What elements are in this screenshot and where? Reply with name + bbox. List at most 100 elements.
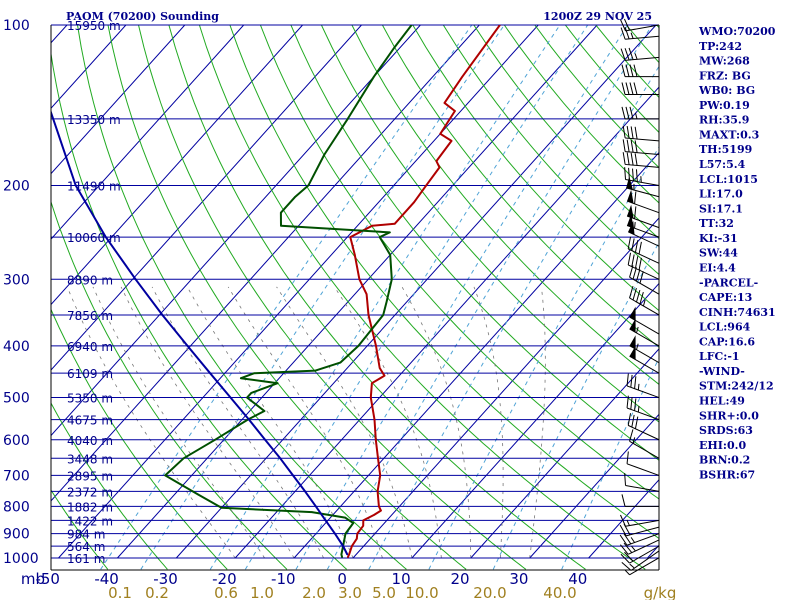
series-point — [250, 392, 253, 394]
barb-flag — [634, 206, 637, 219]
station-title: PAOM (70200) Sounding — [66, 10, 219, 23]
dry-adiabat — [51, 50, 347, 570]
wind-barb — [620, 539, 660, 555]
series-point — [105, 236, 107, 238]
series-point — [377, 457, 379, 460]
isotherm-line — [51, 25, 186, 175]
series-point — [389, 231, 391, 234]
series-point — [220, 507, 223, 509]
barb-flag — [632, 267, 637, 280]
wind-barb — [621, 82, 659, 95]
series-point — [349, 236, 352, 238]
mixing-ratio-tick-label: 0.2 — [145, 584, 169, 600]
height-label: 8890 m — [67, 273, 113, 287]
barb-flag — [620, 27, 626, 40]
barb-flag — [625, 82, 630, 95]
barb-flag — [628, 167, 630, 181]
barb-flag — [629, 285, 634, 299]
barb-flag — [623, 533, 632, 545]
temperature-tick-label: 30 — [509, 570, 528, 588]
wind-barb — [629, 345, 660, 374]
series-point — [380, 509, 382, 512]
barb-half-flag — [642, 299, 646, 307]
dewpoint-trace — [164, 25, 413, 558]
barb-half-flag — [637, 405, 640, 413]
wind-barb — [626, 214, 660, 238]
barb-flag — [624, 48, 630, 61]
barb-staff — [629, 345, 660, 364]
wind-barb — [620, 514, 660, 527]
height-label: 4040 m — [67, 434, 113, 448]
series-point — [391, 278, 393, 281]
index-value: CINH:74631 — [699, 306, 776, 319]
mixing-ratio-line — [561, 356, 659, 570]
barb-staff — [629, 545, 660, 564]
series-point — [52, 118, 54, 120]
barb-staff — [626, 526, 660, 537]
moist-adiabat — [186, 286, 354, 559]
series-point — [499, 25, 501, 26]
wind-barb — [621, 64, 659, 78]
index-value: LCL:1015 — [699, 173, 758, 186]
wind-barb — [626, 451, 660, 476]
isotherm-line — [352, 217, 659, 559]
dry-adiabat — [351, 25, 659, 386]
series-point — [382, 314, 385, 316]
height-label: 3448 m — [67, 452, 113, 466]
mixing-ratio-tick-label: 3.0 — [338, 584, 362, 600]
height-label: 2372 m — [67, 485, 113, 499]
series-point — [373, 75, 375, 78]
barb-flag — [622, 139, 626, 152]
temperature-tick-label: -20 — [212, 570, 237, 588]
series-point — [367, 314, 370, 316]
mixing-ratio-tick-label: 40.0 — [543, 584, 576, 600]
mixing-ratio-line — [428, 145, 659, 570]
wind-barb — [624, 167, 660, 186]
barb-flag — [626, 373, 629, 386]
barb-flag — [622, 152, 626, 165]
series-point — [443, 102, 446, 104]
barb-flag — [633, 82, 638, 95]
barb-staff — [626, 385, 660, 399]
barb-flag — [624, 27, 630, 40]
temperature-tick-label: 40 — [568, 570, 587, 588]
dry-adiabat — [51, 308, 228, 570]
isotherm-line — [411, 282, 659, 559]
index-value: WB0: BG — [698, 84, 755, 97]
wind-barb — [629, 335, 660, 364]
series-point — [425, 184, 428, 187]
barb-flag — [631, 254, 635, 267]
barb-flag — [634, 191, 637, 204]
barb-flag — [622, 125, 626, 139]
moist-adiabat — [401, 286, 472, 559]
wind-barb — [629, 285, 660, 316]
height-label: 564 m — [67, 540, 105, 554]
series-point — [376, 490, 379, 493]
series-point — [373, 514, 375, 516]
series-point — [209, 372, 211, 375]
barb-staff — [625, 35, 660, 40]
series-point — [323, 153, 326, 156]
pressure-tick-label: 500 — [3, 391, 30, 407]
series-point — [373, 418, 376, 421]
series-point — [393, 223, 396, 225]
barb-flag — [621, 82, 626, 95]
barb-half-flag — [636, 343, 639, 350]
barb-staff — [627, 424, 660, 441]
chart-series — [51, 25, 501, 558]
index-value: SW:44 — [699, 247, 738, 260]
height-label: 984 m — [67, 528, 105, 542]
dry-adiabat — [595, 25, 659, 99]
dry-adiabat — [534, 25, 659, 169]
height-label: 11490 m — [67, 179, 121, 193]
index-value: BRN:0.2 — [699, 454, 750, 467]
series-point — [341, 556, 343, 558]
barb-pennant — [627, 204, 634, 219]
temperature-tick-label: -30 — [153, 570, 178, 588]
mixing-ratio-line — [326, 25, 653, 570]
barb-flag — [619, 524, 627, 537]
series-point — [344, 532, 347, 535]
temperature-tick-label: 10 — [392, 570, 411, 588]
wind-barb — [627, 236, 660, 264]
series-point — [413, 201, 415, 203]
